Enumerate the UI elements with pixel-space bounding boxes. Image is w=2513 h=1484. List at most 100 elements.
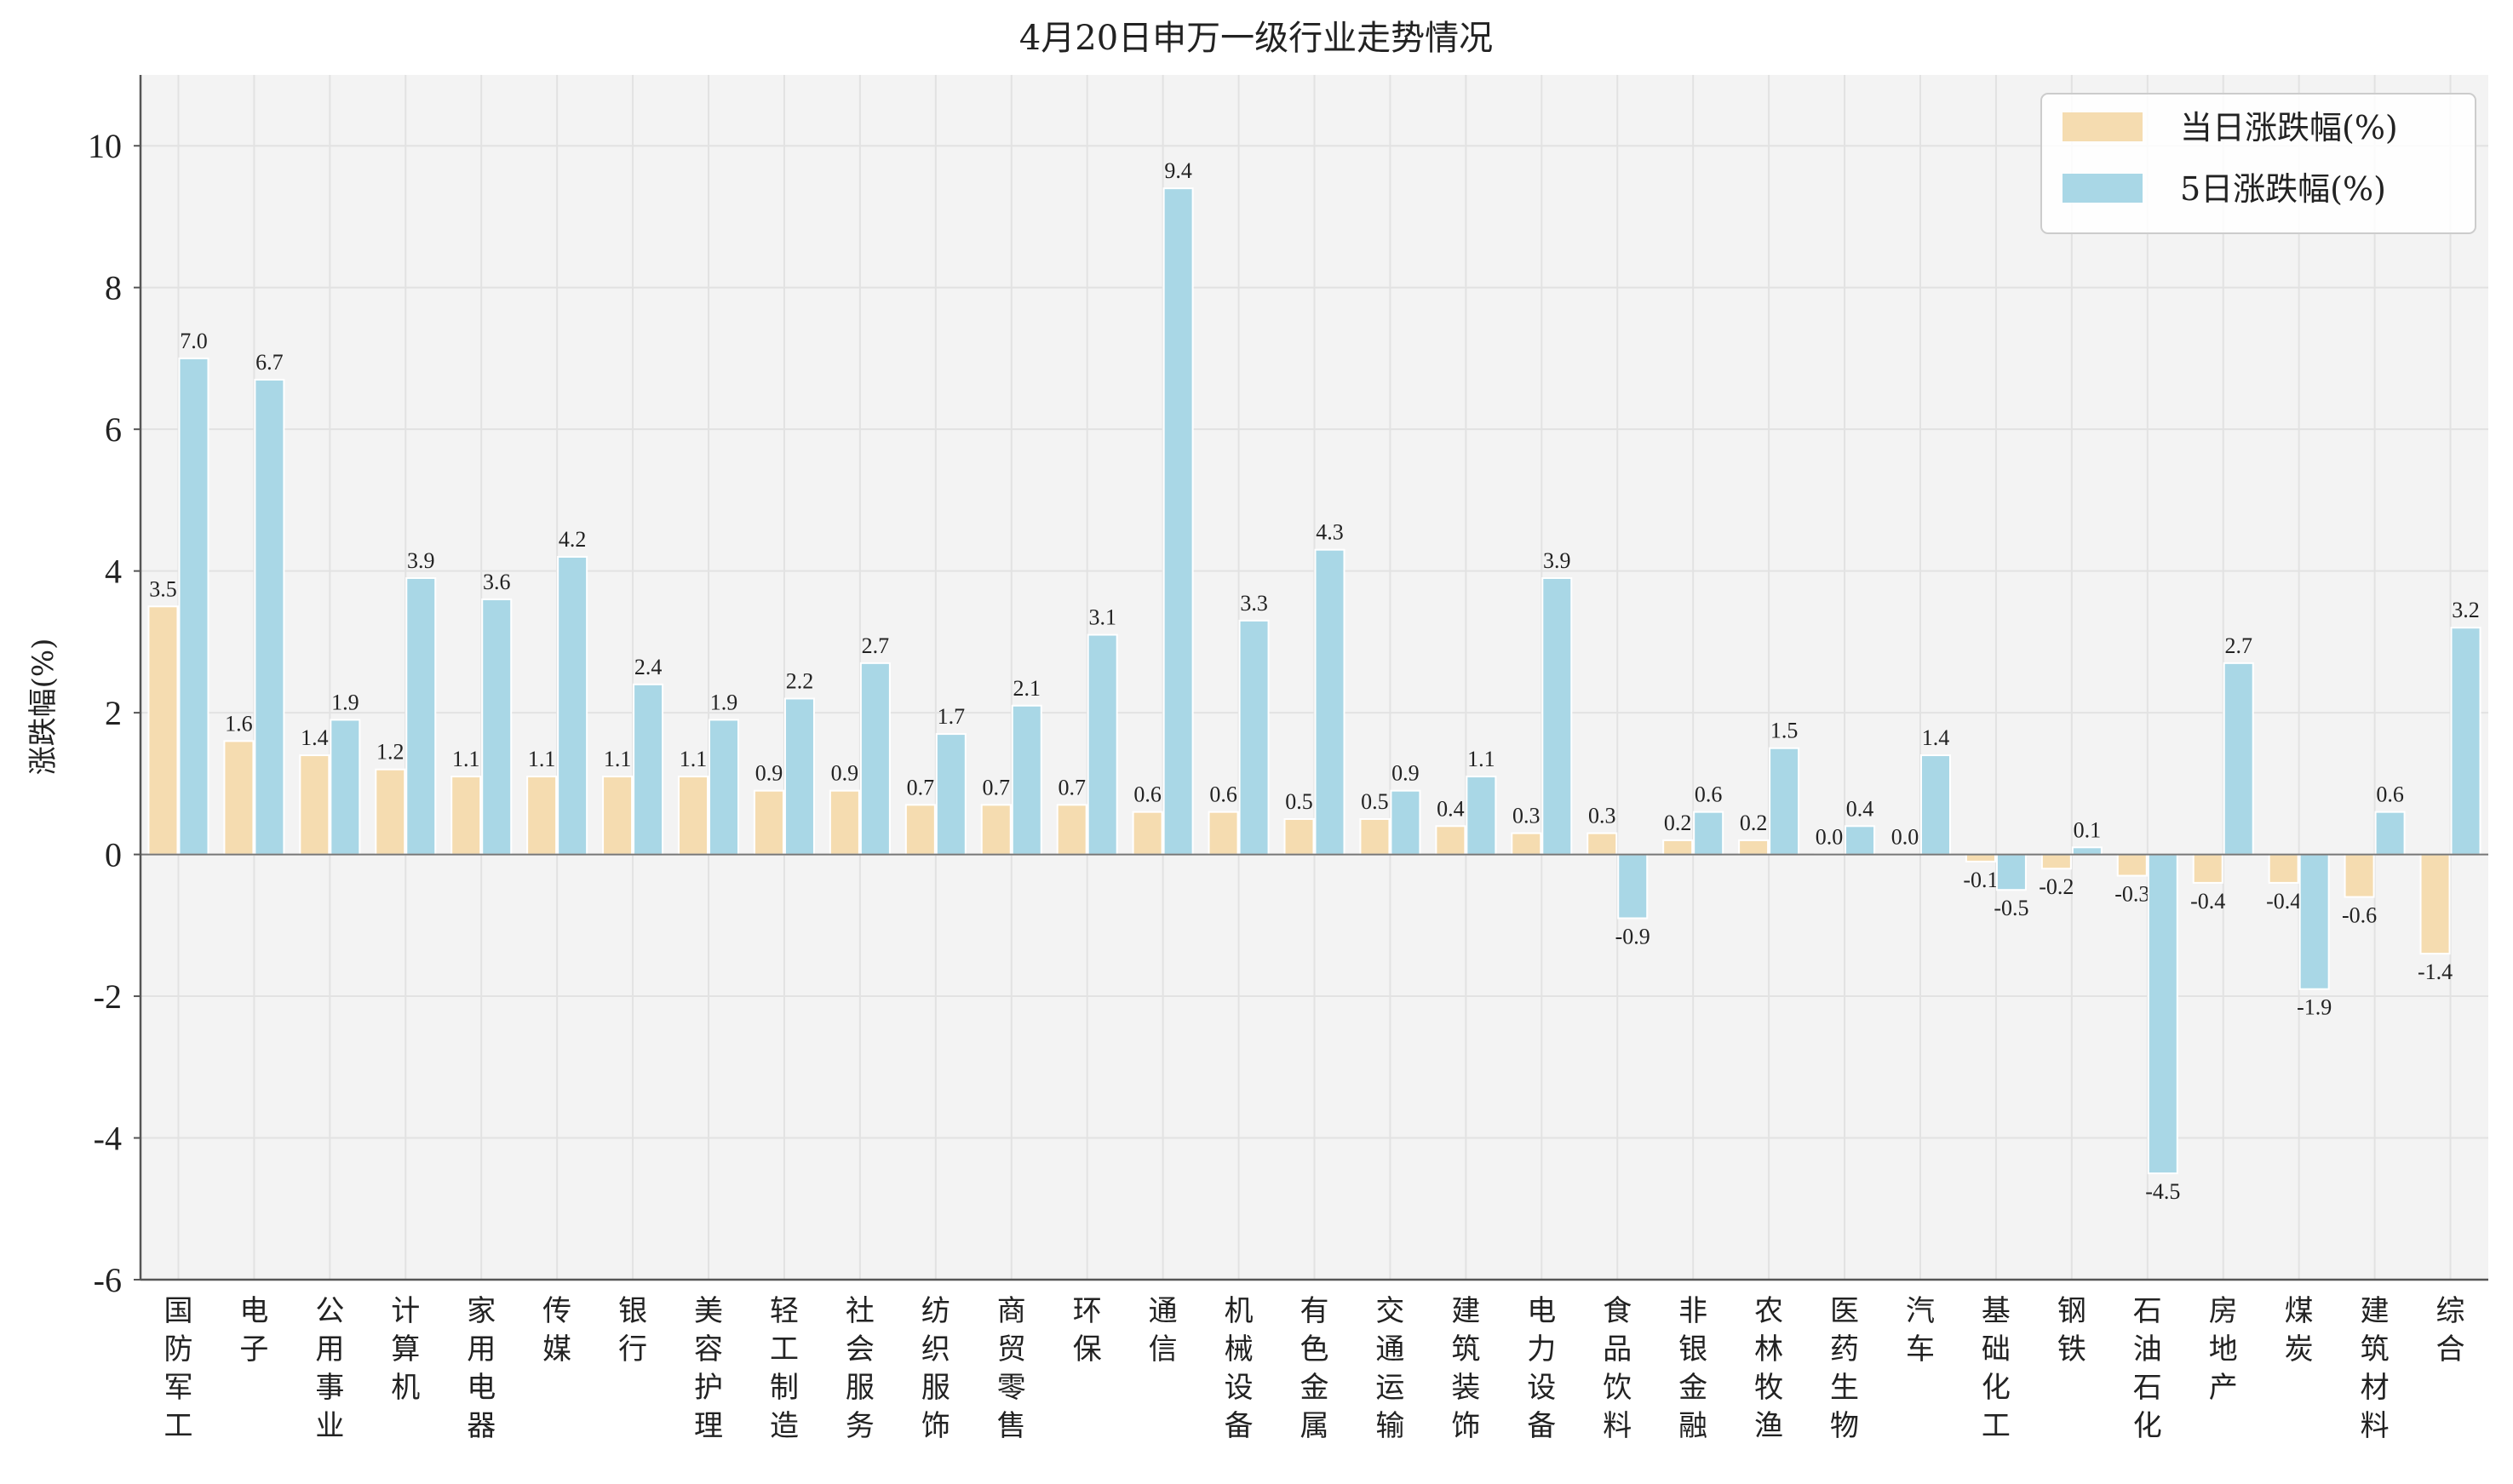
data-label-series-1: 0.6 <box>1209 782 1237 807</box>
bar-series-2 <box>1919 754 1951 856</box>
data-label-series-2: 3.1 <box>1088 605 1116 630</box>
data-label-series-2: 3.9 <box>1543 548 1571 573</box>
x-tick-char: 理 <box>694 1409 723 1443</box>
legend: 当日涨跌幅(%) 5日涨跌幅(%) <box>2040 93 2476 234</box>
x-tick-char: 信 <box>1149 1332 1178 1367</box>
x-tick-char: 通 <box>1149 1294 1178 1328</box>
x-tick-char: 算 <box>391 1332 420 1367</box>
x-tick-char: 煤 <box>2285 1294 2314 1328</box>
x-tick-label: 煤炭 <box>2285 1294 2314 1367</box>
x-tick-char: 器 <box>467 1409 496 1443</box>
data-label-series-1: 0.9 <box>755 761 783 786</box>
bar-series-1 <box>2192 853 2223 884</box>
data-label-series-1: 0.0 <box>1816 825 1844 850</box>
bar-series-2 <box>178 357 209 856</box>
x-tick-char: 饮 <box>1603 1371 1632 1405</box>
data-label-series-2: 6.7 <box>255 350 284 375</box>
x-tick-label: 公用事业 <box>315 1294 344 1443</box>
data-label-series-1: 0.0 <box>1891 825 1919 850</box>
data-label-series-2: 2.4 <box>634 655 663 679</box>
x-tick-char: 用 <box>315 1332 344 1367</box>
x-tick-char: 用 <box>467 1332 496 1367</box>
x-tick-char: 牧 <box>1754 1371 1783 1405</box>
x-tick-char: 筑 <box>1451 1332 1480 1367</box>
data-label-series-2: 0.6 <box>2376 782 2404 807</box>
x-tick-char: 地 <box>2209 1332 2238 1367</box>
bar-series-1 <box>299 754 330 856</box>
x-tick-char: 环 <box>1073 1294 1102 1328</box>
bar-series-2 <box>1541 576 1573 856</box>
x-tick-char: 饰 <box>921 1409 950 1443</box>
data-label-series-2: -4.5 <box>2145 1179 2180 1204</box>
x-tick-label: 钢铁 <box>2057 1294 2086 1367</box>
data-label-series-2: 1.7 <box>938 704 966 729</box>
x-tick-label: 房地产 <box>2209 1294 2238 1405</box>
x-tick-char: 公 <box>315 1294 344 1328</box>
bar-series-2 <box>1693 811 1724 856</box>
x-tick-char: 医 <box>1830 1294 1859 1328</box>
x-tick-char: 家 <box>467 1294 496 1328</box>
x-tick-label: 计算机 <box>391 1294 420 1405</box>
data-label-series-1: 0.4 <box>1437 796 1465 821</box>
x-tick-char: 建 <box>1451 1294 1480 1328</box>
x-tick-label: 医药生物 <box>1830 1294 1859 1443</box>
x-tick-char: 汽 <box>1906 1294 1935 1328</box>
bar-series-1 <box>1359 817 1391 856</box>
x-tick-char: 运 <box>1375 1371 1404 1405</box>
bar-series-1 <box>904 804 936 856</box>
bar-series-2 <box>1087 633 1118 856</box>
x-tick-label: 商贸零售 <box>997 1294 1026 1443</box>
data-label-series-2: 3.3 <box>1240 591 1268 616</box>
x-tick-char: 石 <box>2133 1294 2162 1328</box>
x-tick-char: 房 <box>2209 1294 2238 1328</box>
x-tick-char: 产 <box>2209 1371 2238 1405</box>
x-tick-char: 工 <box>770 1332 799 1367</box>
data-label-series-2: 1.4 <box>1922 725 1950 750</box>
bar-series-1 <box>1738 839 1770 856</box>
data-label-series-2: 1.5 <box>1770 719 1799 743</box>
data-label-series-1: 1.1 <box>604 747 632 771</box>
bar-series-1 <box>1056 804 1087 856</box>
data-label-series-2: 2.7 <box>862 633 890 658</box>
bar-series-2 <box>633 683 664 856</box>
x-tick-label: 建筑材料 <box>2361 1294 2390 1443</box>
x-tick-char: 生 <box>1830 1371 1859 1405</box>
y-axis-label: 涨跌幅(%) <box>26 639 60 776</box>
x-tick-label: 通信 <box>1149 1294 1178 1367</box>
x-tick-char: 服 <box>921 1371 950 1405</box>
x-tick-char: 通 <box>1375 1332 1404 1367</box>
bar-series-2 <box>1314 548 1345 856</box>
x-tick-char: 石 <box>2133 1371 2162 1405</box>
x-tick-label: 轻工制造 <box>770 1294 799 1443</box>
bar-series-1 <box>1132 811 1163 856</box>
x-tick-char: 军 <box>164 1371 192 1405</box>
data-label-series-1: -0.1 <box>1963 868 1998 892</box>
x-tick-char: 炭 <box>2285 1332 2314 1367</box>
chart-title: 4月20日申万一级行业走势情况 <box>1019 19 1493 58</box>
x-tick-char: 服 <box>846 1371 875 1405</box>
bar-series-1 <box>1662 839 1694 856</box>
data-label-series-1: 0.2 <box>1740 811 1768 835</box>
x-tick-label: 电力设备 <box>1527 1294 1556 1443</box>
data-label-series-1: 0.2 <box>1664 811 1692 835</box>
x-tick-char: 农 <box>1754 1294 1783 1328</box>
bar-series-1 <box>450 776 482 856</box>
bar-series-1 <box>2419 853 2451 955</box>
x-tick-char: 铁 <box>2057 1332 2086 1367</box>
data-label-series-2: 4.2 <box>559 527 587 552</box>
x-tick-char: 事 <box>315 1371 344 1405</box>
x-tick-char: 食 <box>1603 1294 1632 1328</box>
y-tick-label: 0 <box>105 836 122 874</box>
data-label-series-2: 4.3 <box>1316 520 1344 545</box>
bar-series-2 <box>709 719 740 856</box>
x-tick-char: 色 <box>1300 1332 1329 1367</box>
x-tick-char: 融 <box>1678 1409 1707 1443</box>
legend-label-series-1: 当日涨跌幅(%) <box>2180 109 2398 146</box>
y-tick-label: -6 <box>94 1261 122 1299</box>
y-tick-label: 10 <box>88 127 122 165</box>
bar-series-2 <box>2374 811 2406 856</box>
y-tick-label: -4 <box>94 1120 122 1158</box>
x-tick-label: 美容护理 <box>694 1294 723 1443</box>
data-label-series-2: 0.4 <box>1846 796 1874 821</box>
